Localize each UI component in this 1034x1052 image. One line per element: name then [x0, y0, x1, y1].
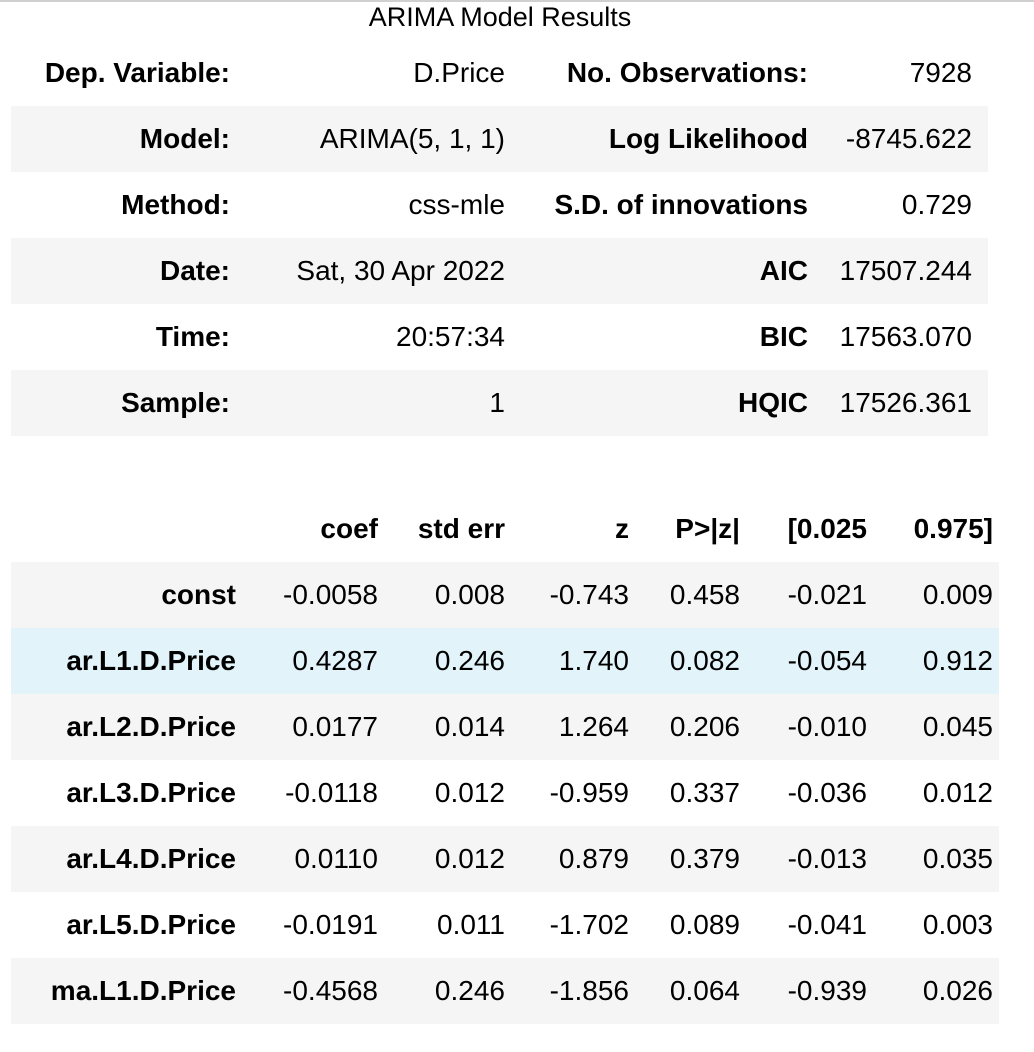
summary-key: Sample: [121, 387, 230, 418]
coef-cell: 0.012 [434, 843, 505, 874]
summary-value: ARIMA(5, 1, 1) [319, 123, 505, 154]
coef-cell: 0.458 [669, 579, 740, 610]
coef-cell: 0.009 [922, 579, 993, 610]
coef-cell: -0.0191 [283, 909, 378, 940]
coef-cell: -0.959 [549, 777, 629, 808]
coef-cell: 0.912 [922, 645, 993, 676]
coef-row: ar.L5.D.Price -0.0191 0.011 -1.702 0.089… [11, 892, 999, 958]
coef-cell: -1.856 [549, 975, 629, 1006]
summary-value: D.Price [413, 57, 505, 88]
summary-key: Method: [121, 189, 230, 220]
top-divider [0, 0, 1034, 2]
coef-cell: 0.064 [669, 975, 740, 1006]
coef-row: ma.L1.D.Price -0.4568 0.246 -1.856 0.064… [11, 958, 999, 1024]
coef-cell: 0.0177 [292, 711, 378, 742]
summary-value: 1 [489, 387, 505, 418]
coef-header-cell [11, 496, 242, 562]
summary-key: HQIC [738, 387, 808, 418]
summary-value: css-mle [408, 189, 505, 220]
coef-cell: -0.054 [787, 645, 867, 676]
coef-row-highlighted: ar.L1.D.Price 0.4287 0.246 1.740 0.082 -… [11, 628, 999, 694]
coef-cell: 0.206 [669, 711, 740, 742]
coef-cell: 0.026 [922, 975, 993, 1006]
coef-row: ar.L4.D.Price 0.0110 0.012 0.879 0.379 -… [11, 826, 999, 892]
coef-cell: 0.012 [434, 777, 505, 808]
table-caption: ARIMA Model Results [368, 2, 632, 32]
summary-row: Dep. Variable: D.Price No. Observations:… [11, 40, 988, 106]
summary-key: S.D. of innovations [554, 189, 808, 220]
coef-cell: -0.013 [787, 843, 867, 874]
coef-cell: 0.035 [922, 843, 993, 874]
coef-row-label: ar.L5.D.Price [66, 909, 236, 940]
coef-cell: 1.740 [558, 645, 629, 676]
coef-cell: 0.4287 [292, 645, 378, 676]
summary-row: Method: css-mle S.D. of innovations 0.72… [11, 172, 988, 238]
summary-value: 17526.361 [839, 387, 972, 418]
coef-cell: -0.4568 [283, 975, 378, 1006]
coef-cell: 0.337 [669, 777, 740, 808]
summary-row: Model: ARIMA(5, 1, 1) Log Likelihood -87… [11, 106, 988, 172]
summary-value: 20:57:34 [396, 321, 505, 352]
coef-cell: -0.036 [787, 777, 867, 808]
summary-value: 0.729 [901, 189, 972, 220]
coef-cell: -0.041 [787, 909, 867, 940]
coef-cell: -0.010 [787, 711, 867, 742]
summary-value: Sat, 30 Apr 2022 [296, 255, 505, 286]
summary-key: Date: [159, 255, 230, 286]
coef-row: ar.L3.D.Price -0.0118 0.012 -0.959 0.337… [11, 760, 999, 826]
coef-cell: 0.246 [434, 975, 505, 1006]
summary-value: 7928 [909, 57, 972, 88]
coef-header-cell: 0.975] [873, 496, 999, 562]
coef-cell: -0.743 [549, 579, 629, 610]
coef-row-label: ar.L2.D.Price [66, 711, 236, 742]
coef-header-row: coef std err z P>|z| [0.025 0.975] [11, 496, 999, 562]
model-summary-table: Dep. Variable: D.Price No. Observations:… [11, 40, 988, 436]
coef-row-label: const [161, 579, 236, 610]
coef-cell: 0.003 [922, 909, 993, 940]
summary-key: Model: [139, 123, 230, 154]
summary-row: Sample: 1 HQIC 17526.361 [11, 370, 988, 436]
summary-row: Time: 20:57:34 BIC 17563.070 [11, 304, 988, 370]
coef-cell: 0.879 [558, 843, 629, 874]
summary-key: AIC [759, 255, 808, 286]
summary-key: Log Likelihood [608, 123, 808, 154]
summary-key: Dep. Variable: [44, 57, 230, 88]
coef-cell: -0.0058 [283, 579, 378, 610]
coef-cell: 0.011 [437, 909, 505, 940]
coef-header-cell: std err [384, 496, 511, 562]
coef-cell: 0.089 [669, 909, 740, 940]
coef-row: const -0.0058 0.008 -0.743 0.458 -0.021 … [11, 562, 999, 628]
coef-row-label: ar.L1.D.Price [66, 645, 236, 676]
coef-header-cell: P>|z| [635, 496, 746, 562]
coef-header-cell: [0.025 [746, 496, 873, 562]
summary-key: BIC [759, 321, 808, 352]
coefficients-table: coef std err z P>|z| [0.025 0.975] const… [11, 496, 999, 1024]
summary-key: No. Observations: [566, 57, 808, 88]
summary-value: 17563.070 [839, 321, 972, 352]
coef-cell: 0.008 [434, 579, 505, 610]
coef-cell: -0.939 [787, 975, 867, 1006]
coef-cell: -1.702 [549, 909, 629, 940]
coef-header-cell: coef [242, 496, 384, 562]
coef-row-label: ma.L1.D.Price [50, 975, 236, 1006]
coef-cell: -0.021 [787, 579, 867, 610]
summary-value: 17507.244 [839, 255, 972, 286]
coef-cell: 0.045 [922, 711, 993, 742]
summary-value: -8745.622 [845, 123, 972, 154]
coef-header-cell: z [511, 496, 635, 562]
coef-cell: -0.0118 [285, 777, 378, 808]
coef-cell: 0.014 [434, 711, 505, 742]
coef-row-label: ar.L3.D.Price [66, 777, 236, 808]
coef-cell: 1.264 [558, 711, 629, 742]
coef-cell: 0.379 [669, 843, 740, 874]
coef-cell: 0.0110 [294, 843, 378, 874]
coef-cell: 0.082 [669, 645, 740, 676]
summary-key: Time: [155, 321, 230, 352]
coef-row: ar.L2.D.Price 0.0177 0.014 1.264 0.206 -… [11, 694, 999, 760]
summary-row: Date: Sat, 30 Apr 2022 AIC 17507.244 [11, 238, 988, 304]
coef-row-label: ar.L4.D.Price [66, 843, 236, 874]
coef-cell: 0.246 [434, 645, 505, 676]
coef-cell: 0.012 [922, 777, 993, 808]
